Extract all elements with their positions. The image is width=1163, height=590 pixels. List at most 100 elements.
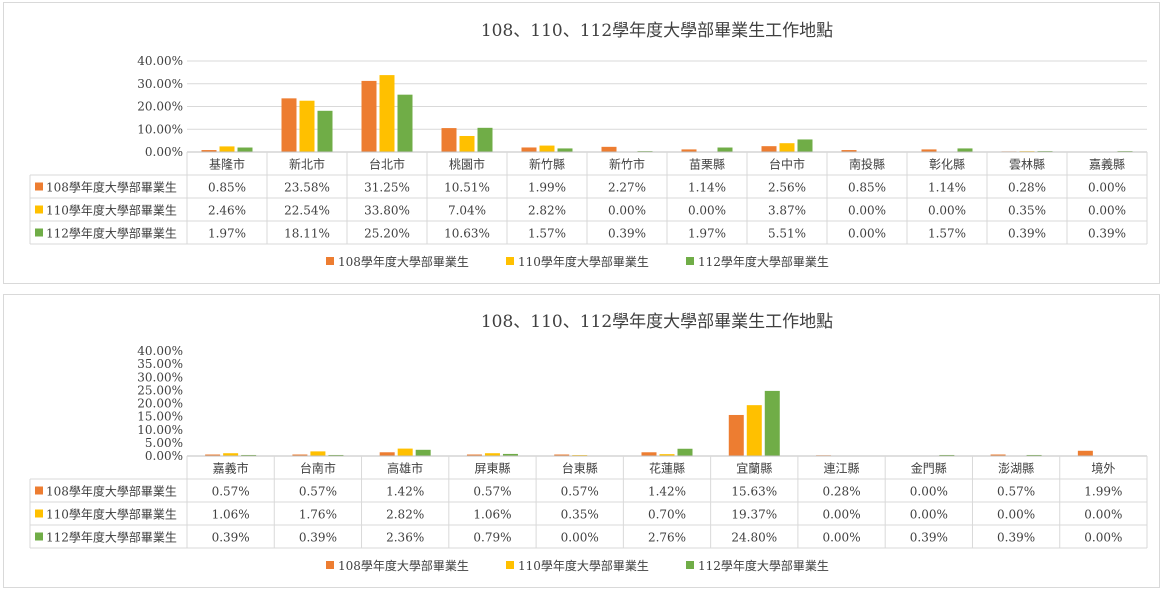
data-cell: 7.04% [448, 204, 486, 218]
data-cell: 1.14% [688, 181, 726, 195]
data-cell: 1.97% [208, 227, 246, 241]
legend-key [35, 486, 43, 495]
bar-108 [1077, 450, 1093, 456]
data-cell: 0.00% [848, 204, 886, 218]
bar-108 [441, 128, 457, 152]
series-row-label: 108學年度大學部畢業生 [46, 484, 177, 499]
legend-entry: 110學年度大學部畢業生 [518, 558, 649, 573]
bar-112 [241, 454, 257, 456]
data-cell: 0.00% [1088, 181, 1126, 195]
bar-110 [299, 100, 315, 152]
data-cell: 0.00% [910, 508, 948, 522]
data-cell: 23.58% [284, 181, 330, 195]
bar-112 [397, 94, 413, 152]
data-cell: 2.82% [528, 204, 566, 218]
data-cell: 0.00% [997, 508, 1035, 522]
data-cell: 2.82% [386, 508, 424, 522]
data-cell: 0.39% [608, 227, 646, 241]
category-label: 台中市 [769, 157, 805, 172]
legend-key [35, 509, 43, 518]
bar-112 [717, 147, 733, 152]
legend-key [35, 182, 43, 191]
bar-108 [601, 146, 617, 152]
bar-112 [957, 148, 973, 152]
bar-110 [379, 75, 395, 152]
data-cell: 22.54% [284, 204, 330, 218]
category-label: 雲林縣 [1009, 158, 1045, 172]
bar-108 [466, 454, 482, 456]
data-cell: 33.80% [364, 204, 410, 218]
data-cell: 0.57% [299, 485, 337, 499]
legend-swatch [506, 257, 514, 265]
legend-entry: 112學年度大學部畢業生 [698, 558, 829, 573]
data-cell: 1.42% [386, 485, 424, 499]
y-tick-label: 40.00% [137, 54, 183, 68]
y-tick-label: 40.00% [137, 344, 183, 358]
category-label: 桃園市 [449, 157, 485, 172]
y-tick-label: 20.00% [137, 100, 183, 114]
y-tick-label: 10.00% [137, 423, 183, 437]
data-cell: 1.99% [528, 181, 566, 195]
y-tick-label: 35.00% [137, 357, 183, 371]
legend-entry: 110學年度大學部畢業生 [518, 254, 649, 269]
data-cell: 0.70% [648, 508, 686, 522]
data-cell: 31.25% [364, 181, 410, 195]
data-cell: 0.00% [910, 485, 948, 499]
bar-110 [310, 451, 326, 456]
category-label: 南投縣 [849, 157, 885, 172]
data-cell: 1.06% [473, 508, 511, 522]
data-cell: 10.51% [444, 181, 490, 195]
bar-108 [841, 150, 857, 152]
category-label: 屏東縣 [474, 462, 510, 476]
chart-title: 108、110、112學年度大學部畢業生工作地點 [481, 312, 833, 332]
category-label: 基隆市 [209, 157, 245, 172]
data-cell: 25.20% [364, 227, 410, 241]
data-cell: 1.14% [928, 181, 966, 195]
legend-swatch [686, 257, 694, 265]
bar-112 [797, 139, 813, 152]
bar-110 [397, 448, 413, 456]
data-cell: 1.76% [299, 508, 337, 522]
data-cell: 0.39% [1088, 227, 1126, 241]
data-cell: 10.63% [444, 227, 490, 241]
data-cell: 2.36% [386, 531, 424, 545]
data-cell: 2.27% [608, 181, 646, 195]
legend-swatch [686, 561, 694, 569]
data-cell: 15.63% [731, 485, 777, 499]
data-cell: 1.97% [688, 227, 726, 241]
bar-112 [328, 454, 344, 456]
data-cell: 0.00% [1084, 508, 1122, 522]
chart-panel-south: 108、110、112學年度大學部畢業生工作地點 0.00% 5.00% 10.00%… [3, 294, 1160, 588]
bar-110 [223, 453, 239, 456]
y-tick-label: 10.00% [137, 122, 183, 136]
data-cell: 0.00% [822, 508, 860, 522]
data-cell: 0.39% [1008, 227, 1046, 241]
data-cell: 0.57% [561, 485, 599, 499]
bar-112 [477, 127, 493, 152]
data-cell: 0.39% [910, 531, 948, 545]
bar-108 [292, 454, 308, 456]
bar-112 [677, 448, 693, 456]
category-label: 新竹市 [609, 157, 645, 172]
series-row-label: 112學年度大學部畢業生 [46, 226, 177, 241]
category-label: 新北市 [289, 157, 325, 172]
bar-110 [484, 453, 500, 456]
y-tick-label: 30.00% [137, 77, 183, 91]
data-cell: 0.79% [473, 531, 511, 545]
data-cell: 0.00% [608, 204, 646, 218]
series-row-label: 110學年度大學部畢業生 [46, 507, 177, 522]
bar-112 [237, 147, 253, 152]
series-row-label: 112學年度大學部畢業生 [46, 530, 177, 545]
legend-swatch [506, 561, 514, 569]
data-cell: 0.00% [561, 531, 599, 545]
data-cell: 24.80% [731, 531, 777, 545]
bar-108 [379, 452, 395, 456]
bar-110 [779, 143, 795, 152]
y-tick-label: 30.00% [137, 370, 183, 384]
data-cell: 0.00% [848, 227, 886, 241]
bar-108 [554, 454, 570, 456]
category-label: 台南市 [300, 461, 336, 476]
data-cell: 0.00% [1088, 204, 1126, 218]
category-label: 台東縣 [562, 461, 598, 476]
bar-108 [361, 80, 377, 152]
